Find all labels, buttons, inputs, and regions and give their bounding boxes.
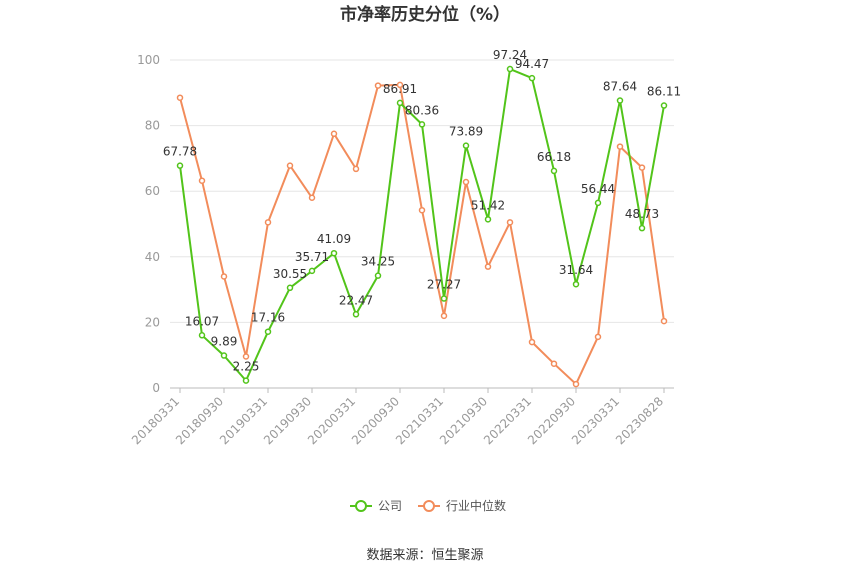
y-tick-label: 100: [137, 53, 160, 67]
data-point: [418, 121, 426, 128]
data-point: [484, 263, 492, 270]
data-label: 73.89: [449, 125, 483, 139]
data-label: 56.44: [581, 182, 615, 196]
data-label: 30.55: [273, 267, 307, 281]
data-label: 16.07: [185, 314, 219, 328]
data-point: [506, 65, 514, 73]
data-point: [264, 219, 272, 226]
data-label: 27.27: [427, 278, 461, 292]
data-point: [572, 380, 580, 388]
data-point: [220, 352, 228, 359]
x-tick-label: 20230828: [613, 394, 666, 447]
legend-item-0[interactable]: 公司: [350, 499, 402, 513]
data-label: 2.25: [233, 360, 260, 374]
data-point: [638, 224, 646, 232]
data-point: [440, 295, 448, 302]
grid-lines: [170, 59, 674, 323]
data-point: [242, 353, 250, 360]
legend-item-1[interactable]: 行业中位数: [418, 498, 506, 513]
data-point: [660, 102, 668, 109]
legend-marker: [423, 500, 435, 512]
data-label: 86.91: [383, 82, 417, 96]
legend-marker: [355, 500, 367, 512]
y-tick-label: 20: [145, 315, 160, 329]
data-point: [330, 249, 338, 257]
data-label: 86.11: [647, 85, 681, 99]
data-point: [198, 332, 206, 339]
data-point: [374, 272, 382, 279]
data-point: [462, 142, 470, 149]
data-point: [396, 99, 404, 107]
data-point: [550, 167, 558, 175]
data-label: 17.16: [251, 311, 285, 325]
y-tick-label: 40: [145, 250, 160, 264]
data-point: [418, 206, 426, 214]
data-label: 34.25: [361, 255, 395, 269]
data-label: 94.47: [515, 57, 549, 71]
data-point: [660, 317, 668, 325]
data-label: 66.18: [537, 150, 571, 164]
data-point: [462, 178, 470, 186]
data-point: [308, 194, 316, 202]
data-point: [528, 338, 536, 346]
data-point: [308, 267, 316, 275]
y-tick-label: 80: [145, 119, 160, 133]
data-label: 48.73: [625, 207, 659, 221]
legend-label: 行业中位数: [446, 498, 506, 513]
data-label: 67.78: [163, 145, 197, 159]
y-tick-label: 60: [145, 184, 160, 198]
legend[interactable]: 公司 行业中位数: [350, 498, 506, 513]
data-point: [506, 219, 514, 226]
data-point: [638, 164, 646, 171]
data-point: [220, 273, 228, 280]
legend-label: 公司: [378, 499, 402, 513]
data-point: [264, 328, 272, 335]
data-point: [528, 74, 536, 82]
y-axis: 0 20 40 60 80 100: [137, 53, 160, 395]
data-label: 9.89: [211, 335, 238, 349]
data-point: [242, 377, 250, 384]
data-point: [176, 162, 184, 169]
data-point: [396, 81, 404, 89]
data-point: [352, 165, 360, 173]
data-point: [352, 311, 360, 318]
data-point: [550, 360, 558, 367]
data-label: 51.42: [471, 198, 505, 212]
x-axis: 2018033120180930201903312019093020200331…: [129, 387, 674, 447]
series-0: 67.78 16.07 9.89 2.25 17.16 30.55 35.71 41.09 22…: [163, 48, 681, 384]
data-point: [330, 130, 338, 138]
data-point: [440, 312, 448, 320]
data-source: 数据来源：恒生聚源: [366, 548, 483, 563]
data-point: [198, 177, 206, 184]
data-point: [616, 143, 624, 150]
data-label: 41.09: [317, 232, 351, 246]
series-group: 67.78 16.07 9.89 2.25 17.16 30.55 35.71 41.09 22…: [163, 48, 681, 388]
series-1: [176, 81, 668, 388]
data-point: [286, 162, 294, 169]
data-point: [594, 199, 602, 207]
data-point: [286, 284, 294, 292]
data-label: 35.71: [295, 250, 329, 264]
data-point: [484, 216, 492, 223]
data-label: 22.47: [339, 293, 373, 307]
data-point: [616, 97, 624, 104]
data-point: [594, 333, 602, 341]
data-point: [572, 280, 580, 288]
y-tick-label: 0: [152, 381, 160, 395]
data-label: 87.64: [603, 80, 637, 94]
data-point: [176, 94, 184, 101]
data-label: 80.36: [405, 103, 439, 117]
data-label: 97.24: [493, 48, 527, 62]
data-label: 31.64: [559, 263, 593, 277]
data-point: [374, 82, 382, 89]
chart-title: 市净率历史分位（%）: [340, 4, 510, 25]
